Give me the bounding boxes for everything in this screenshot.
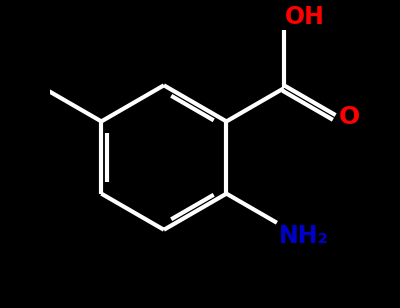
Text: NH₂: NH₂ xyxy=(278,224,328,248)
Text: O: O xyxy=(339,105,360,129)
Text: OH: OH xyxy=(285,5,325,29)
